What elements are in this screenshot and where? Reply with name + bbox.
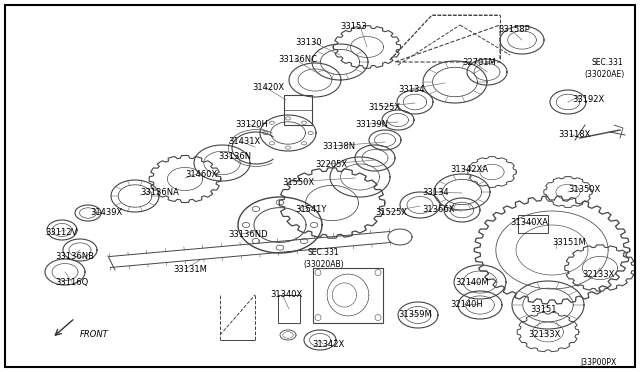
Text: 33131M: 33131M [173, 265, 207, 274]
Text: 32133X: 32133X [528, 330, 561, 339]
Text: 33139N: 33139N [355, 120, 388, 129]
Text: (33020AB): (33020AB) [303, 260, 344, 269]
Text: 33138N: 33138N [322, 142, 355, 151]
Text: 31460X: 31460X [185, 170, 217, 179]
Text: 32140H: 32140H [450, 300, 483, 309]
Text: 32133X: 32133X [582, 270, 614, 279]
Text: 31431X: 31431X [228, 137, 260, 146]
Bar [284, 95, 312, 125]
Text: 31350X: 31350X [568, 185, 600, 194]
Text: 33151: 33151 [530, 305, 557, 314]
Bar [518, 215, 548, 233]
Text: 31340XA: 31340XA [510, 218, 548, 227]
Text: 33134: 33134 [398, 85, 424, 94]
Text: 31439X: 31439X [90, 208, 122, 217]
Text: 33151M: 33151M [552, 238, 586, 247]
Text: J33P00PX: J33P00PX [580, 358, 616, 367]
Text: 33136NB: 33136NB [55, 252, 94, 261]
Text: 33136N: 33136N [218, 152, 251, 161]
Text: 33136ND: 33136ND [228, 230, 268, 239]
Text: 33134: 33134 [422, 188, 449, 197]
Text: 33130: 33130 [295, 38, 322, 47]
Text: 32140M: 32140M [455, 278, 488, 287]
Text: 33112V: 33112V [45, 228, 77, 237]
Text: FRONT: FRONT [80, 330, 109, 339]
Bar [313, 267, 383, 323]
Text: 31525X: 31525X [375, 208, 407, 217]
Text: 32205X: 32205X [315, 160, 347, 169]
Text: 33153: 33153 [340, 22, 367, 31]
Text: 33192X: 33192X [572, 95, 604, 104]
Text: 31525X: 31525X [368, 103, 400, 112]
Text: 33136NA: 33136NA [140, 188, 179, 197]
Text: 33116Q: 33116Q [55, 278, 88, 287]
Text: (33020AE): (33020AE) [584, 70, 624, 79]
Text: SEC.331: SEC.331 [592, 58, 623, 67]
Text: SEC.331: SEC.331 [308, 248, 340, 257]
Text: 33158P: 33158P [498, 25, 530, 34]
Text: 31342X: 31342X [312, 340, 344, 349]
Text: 33120H: 33120H [235, 120, 268, 129]
Text: 32701M: 32701M [462, 58, 496, 67]
Text: 31541Y: 31541Y [295, 205, 326, 214]
Text: 33118X: 33118X [558, 130, 590, 139]
Text: 31342XA: 31342XA [450, 165, 488, 174]
Text: 31340X: 31340X [270, 290, 302, 299]
Text: 31366X: 31366X [422, 205, 454, 214]
Bar [278, 295, 300, 323]
Text: 33136NC: 33136NC [278, 55, 317, 64]
Text: 31359M: 31359M [398, 310, 432, 319]
Text: 31550X: 31550X [282, 178, 314, 187]
Text: 31420X: 31420X [252, 83, 284, 92]
